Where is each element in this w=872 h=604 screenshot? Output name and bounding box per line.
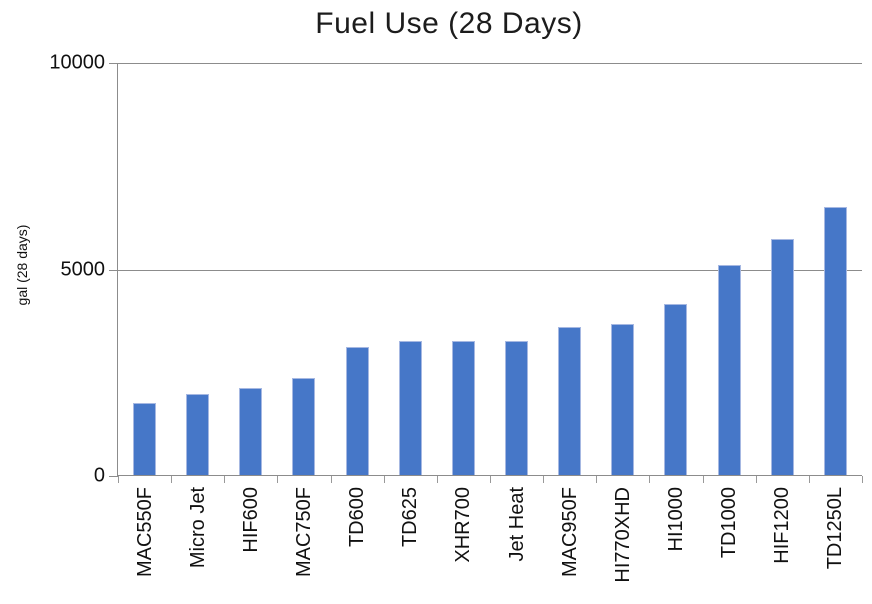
x-tick-mark (490, 476, 491, 483)
bar-slot (171, 63, 224, 476)
bar-MAC950F (558, 326, 582, 476)
bar-slot (756, 63, 809, 476)
bar-TD1000 (717, 265, 741, 476)
x-tick-mark (171, 476, 173, 483)
bar-HI1000 (664, 304, 688, 476)
y-tick-label-0: 0 (93, 464, 105, 487)
x-label-slot: Jet Heat (490, 487, 543, 602)
x-label-slot: HI1000 (649, 487, 702, 602)
gridline-10000 (118, 63, 862, 64)
bar-slot (703, 63, 756, 476)
bar-slot (649, 63, 702, 476)
x-tick-mark (702, 476, 704, 483)
bar-slot (224, 63, 277, 476)
x-tick-mark (649, 476, 651, 483)
bar-slot (118, 63, 171, 476)
chart-title: Fuel Use (28 Days) (315, 7, 583, 40)
x-tick-label-Micro Jet: Micro Jet (186, 487, 209, 569)
bar-series (118, 63, 862, 476)
x-tick-label-TD600: TD600 (346, 487, 369, 548)
y-tick-mark (109, 476, 117, 477)
bar-slot (809, 63, 862, 476)
bar-XHR700 (451, 340, 475, 476)
x-tick-label-TD1000: TD1000 (718, 487, 741, 559)
x-axis-baseline (118, 475, 862, 476)
y-tick-label-10000: 10000 (49, 51, 105, 74)
x-tick-label-TD625: TD625 (399, 487, 422, 548)
x-tick-label-HIF1200: HIF1200 (771, 487, 794, 564)
y-tick-label-5000: 5000 (60, 258, 106, 280)
x-label-slot: HI770XHD (596, 487, 649, 602)
y-axis-tick-labels: 0 5000 10000 (0, 52, 106, 487)
x-label-slot: TD1000 (703, 487, 756, 602)
x-tick-mark (330, 476, 332, 483)
x-tick-mark (862, 476, 863, 483)
bar-TD625 (398, 341, 422, 476)
x-label-slot: HIF600 (224, 487, 277, 602)
gridline-5000 (118, 270, 862, 271)
bar-HIF600 (239, 388, 263, 476)
x-tick-label-HI770XHD: HI770XHD (611, 487, 634, 583)
x-tick-label-HI1000: HI1000 (664, 487, 687, 552)
y-axis-line (117, 63, 118, 477)
bar-TD1250L (823, 206, 847, 476)
x-label-slot: HIF1200 (756, 487, 809, 602)
x-label-slot: TD625 (384, 487, 437, 602)
x-tick-mark (543, 476, 545, 483)
x-axis-tick-labels: MAC550F Micro Jet HIF600 MAC750F TD600 TD625 X… (118, 487, 862, 602)
x-tick-mark (755, 476, 757, 483)
x-label-slot: MAC950F (543, 487, 596, 602)
x-tick-label-MAC750F: MAC750F (292, 487, 315, 578)
x-tick-label-MAC550F: MAC550F (133, 487, 156, 578)
x-tick-mark (224, 476, 226, 483)
x-tick-mark (118, 476, 119, 483)
bar-MAC550F (133, 403, 157, 476)
x-tick-label-MAC950F: MAC950F (558, 487, 581, 578)
plot-area (118, 63, 863, 483)
x-tick-mark (596, 476, 598, 483)
x-label-slot: TD600 (331, 487, 384, 602)
x-tick-mark (277, 476, 279, 483)
bar-slot (384, 63, 437, 476)
x-label-slot: XHR700 (437, 487, 490, 602)
x-tick-label-TD1250L: TD1250L (824, 487, 847, 570)
bar-slot (596, 63, 649, 476)
y-tick-mark (109, 63, 117, 64)
bar-slot (543, 63, 596, 476)
x-label-slot: Micro Jet (171, 487, 224, 602)
x-tick-label-Jet Heat: Jet Heat (505, 487, 528, 562)
bar-MAC750F (292, 378, 316, 476)
x-label-slot: MAC550F (118, 487, 171, 602)
x-tick-mark (808, 476, 810, 483)
bar-Micro Jet (186, 394, 210, 476)
y-tick-mark (109, 269, 117, 271)
x-label-slot: TD1250L (809, 487, 862, 602)
x-tick-mark (383, 476, 385, 483)
x-tick-mark (436, 476, 438, 483)
x-tick-label-HIF600: HIF600 (239, 487, 262, 553)
bar-HI770XHD (611, 323, 635, 476)
x-label-slot: MAC750F (277, 487, 330, 602)
bar-TD600 (345, 347, 369, 476)
x-tick-label-XHR700: XHR700 (452, 487, 475, 563)
bar-Jet Heat (505, 341, 529, 476)
bar-slot (490, 63, 543, 476)
bar-HIF1200 (770, 238, 794, 476)
bar-slot (277, 63, 330, 476)
bar-slot (437, 63, 490, 476)
bar-slot (331, 63, 384, 476)
